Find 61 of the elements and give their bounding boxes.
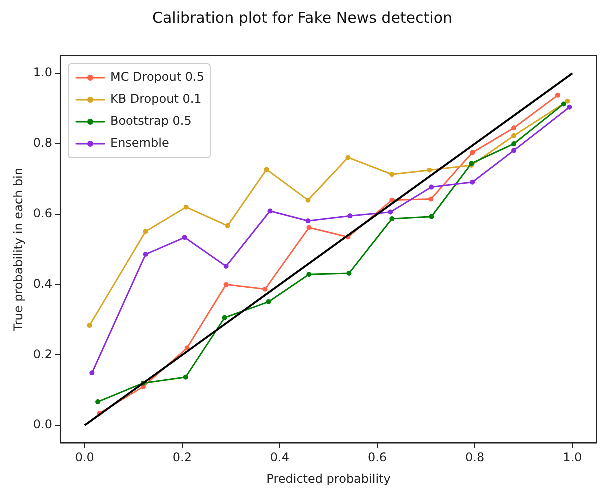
- y-tick-label: 0.8: [33, 136, 52, 150]
- point: [96, 400, 101, 405]
- point: [183, 374, 188, 380]
- point: [262, 286, 268, 292]
- point: [87, 323, 92, 328]
- point: [512, 133, 517, 138]
- legend-label: Ensemble: [110, 136, 170, 150]
- point: [346, 155, 351, 160]
- point: [512, 142, 517, 146]
- y-tick-label: 1.0: [33, 66, 52, 80]
- point: [90, 370, 95, 376]
- point: [567, 104, 572, 110]
- point: [306, 272, 312, 278]
- x-tick-label: 1.0: [563, 450, 582, 465]
- point: [512, 126, 517, 131]
- point: [428, 196, 434, 202]
- y-tick-label: 0.6: [33, 206, 52, 221]
- point: [143, 229, 148, 234]
- point: [427, 168, 432, 173]
- point: [555, 92, 560, 98]
- point: [470, 150, 476, 156]
- point: [306, 225, 312, 230]
- x-tick-label: 0.2: [172, 450, 192, 465]
- point: [346, 271, 352, 276]
- point: [388, 210, 394, 215]
- point: [429, 184, 434, 190]
- x-tick-label: 0.6: [368, 450, 388, 465]
- x-tick-label: 0.8: [466, 450, 485, 465]
- point: [184, 204, 189, 210]
- point: [222, 315, 228, 320]
- x-axis-title: Predicted probability: [266, 472, 391, 486]
- point: [182, 235, 188, 240]
- point: [224, 264, 229, 269]
- point: [429, 214, 434, 220]
- y-axis-title: True probability in each bin: [11, 168, 26, 332]
- legend-label: Bootstrap 0.5: [110, 114, 192, 128]
- point: [224, 282, 229, 288]
- point: [143, 252, 148, 258]
- point: [390, 198, 395, 203]
- point: [184, 346, 190, 351]
- point: [264, 167, 270, 172]
- y-tick-label: 0.4: [33, 276, 52, 291]
- y-tick-label: 0.0: [33, 418, 52, 432]
- x-tick-label: 0.0: [75, 450, 94, 465]
- point: [565, 98, 570, 104]
- point: [348, 214, 353, 219]
- point: [470, 180, 476, 185]
- point: [390, 172, 395, 178]
- point: [512, 148, 517, 154]
- x-tick-label: 0.4: [270, 450, 290, 465]
- y-tick-label: 0.2: [33, 347, 52, 362]
- point: [268, 208, 273, 214]
- legend-label: MC Dropout 0.5: [110, 70, 204, 84]
- point: [306, 198, 311, 203]
- point: [306, 218, 311, 224]
- point: [225, 224, 230, 229]
- point: [561, 102, 566, 107]
- point: [266, 300, 272, 305]
- legend-label: KB Dropout 0.1: [110, 92, 202, 106]
- chart-title: Calibration plot for Fake News detection: [152, 8, 453, 27]
- point: [390, 216, 395, 222]
